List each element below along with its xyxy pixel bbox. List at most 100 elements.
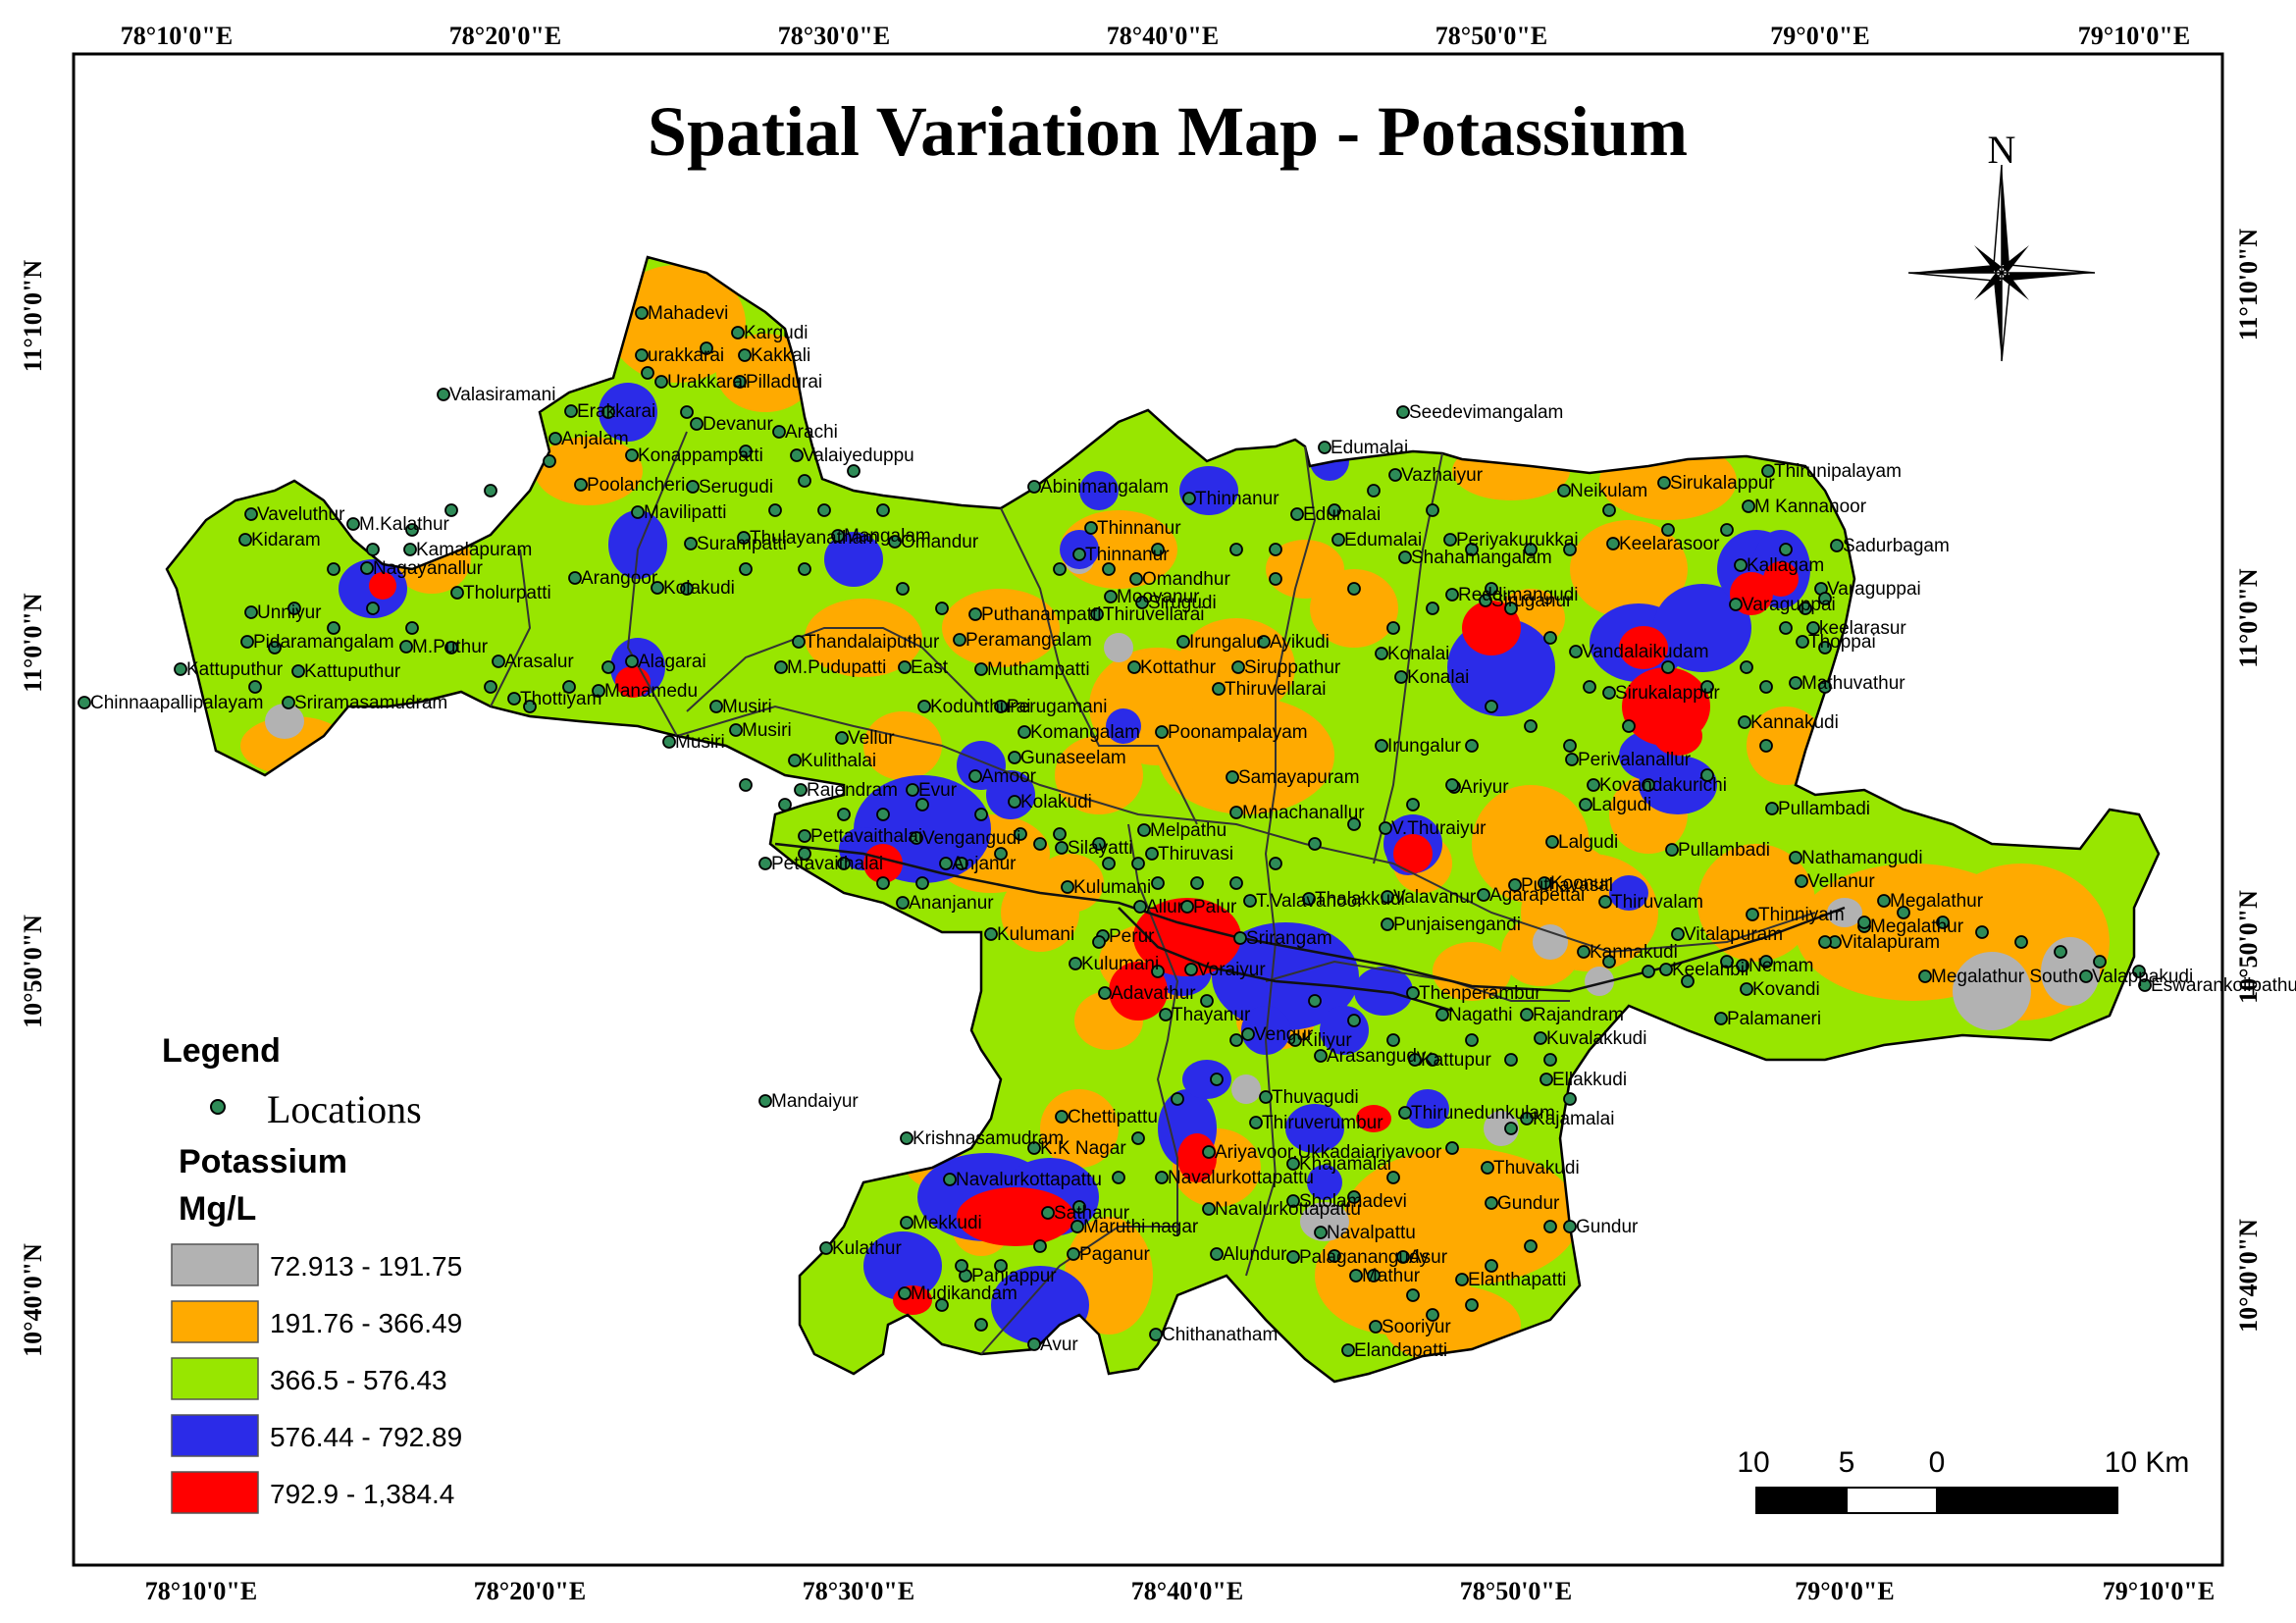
- place-label: Eswarankoilpathu: [2151, 975, 2296, 996]
- place-label: Musiri: [742, 720, 792, 741]
- location-marker: [896, 582, 910, 596]
- location-marker: [700, 341, 713, 355]
- location-marker: [548, 432, 562, 445]
- location-marker: [1485, 1259, 1498, 1273]
- lon-tick-label: 78°50'0"E: [1460, 1577, 1572, 1605]
- place-label: Omandhur: [1142, 569, 1230, 590]
- place-label: Ananjanur: [909, 893, 994, 914]
- place-label: Unniyur: [257, 602, 322, 623]
- place-label: Kuvalakkudi: [1546, 1028, 1646, 1049]
- location-marker: [2132, 965, 2146, 978]
- scale-label: 10 Km: [2105, 1446, 2190, 1479]
- place-label: Sooriyur: [1382, 1317, 1451, 1337]
- location-marker: [1127, 660, 1141, 674]
- location-marker: [366, 602, 380, 615]
- location-marker: [1369, 1320, 1383, 1334]
- place-label: Amoor: [981, 766, 1037, 787]
- place-label: Omandur: [901, 532, 979, 552]
- location-marker: [1180, 900, 1194, 914]
- legend-locations-label: Locations: [267, 1087, 422, 1131]
- location-marker: [1534, 1031, 1547, 1045]
- place-label: T.Valavanoor: [1256, 891, 1364, 912]
- location-marker: [1543, 631, 1557, 645]
- location-marker: [1149, 1328, 1163, 1341]
- location-marker: [1008, 795, 1021, 809]
- location-marker: [739, 445, 753, 458]
- location-marker: [444, 503, 458, 517]
- place-label: Megalathur South: [1931, 967, 2078, 987]
- potassium-zone: [1158, 697, 1334, 814]
- place-label: Puthanampatti: [981, 604, 1102, 625]
- location-marker: [1485, 1196, 1498, 1210]
- place-label: Kattuputhur: [186, 659, 284, 680]
- location-marker: [662, 735, 676, 749]
- location-marker: [1133, 900, 1147, 914]
- location-marker: [1386, 1033, 1400, 1047]
- location-marker: [943, 1173, 957, 1186]
- location-marker: [1543, 1053, 1557, 1067]
- place-label: Tholurpatti: [463, 583, 551, 603]
- place-label: Mekkudi: [913, 1213, 982, 1233]
- place-label: Konalai: [1407, 667, 1469, 688]
- location-marker: [1520, 1112, 1534, 1126]
- location-marker: [1740, 982, 1753, 996]
- place-label: Thandalaiputhur: [805, 632, 940, 653]
- location-marker: [1135, 596, 1149, 609]
- place-label: Megalathur: [1870, 916, 1964, 937]
- location-marker: [794, 783, 808, 797]
- location-marker: [291, 664, 305, 678]
- location-marker: [601, 660, 615, 674]
- location-marker: [1602, 503, 1616, 517]
- potassium-zone: [1653, 584, 1751, 672]
- potassium-zone: [535, 437, 643, 505]
- place-label: Arasangudy: [1327, 1046, 1427, 1067]
- longitude-ticks-top: 78°10'0"E 78°20'0"E 78°30'0"E 78°40'0"E …: [121, 22, 2190, 50]
- location-marker: [1398, 550, 1412, 564]
- location-marker: [1229, 876, 1243, 890]
- place-label: V.Thuraiyur: [1391, 818, 1487, 839]
- location-markers: [78, 306, 2152, 1357]
- location-marker: [444, 641, 458, 654]
- place-label: Srirangam: [1246, 928, 1332, 949]
- place-label: Kannakudi: [1590, 942, 1678, 963]
- location-marker: [778, 798, 792, 812]
- location-marker: [1190, 876, 1204, 890]
- place-label: Rajandram: [1533, 1005, 1624, 1025]
- place-label: East: [911, 657, 949, 678]
- compass-rose-icon: [1907, 164, 2096, 362]
- place-label: Manamedu: [604, 681, 698, 702]
- location-marker: [896, 896, 910, 910]
- location-marker: [680, 405, 694, 419]
- place-label: Thiruvellarai: [1103, 604, 1204, 625]
- potassium-zone: [1106, 708, 1141, 744]
- place-label: keelarasur: [1819, 618, 1906, 639]
- location-marker: [1818, 935, 1832, 949]
- location-marker: [1386, 621, 1400, 635]
- place-label: Thiruvalam: [1611, 892, 1703, 913]
- location-marker: [680, 582, 694, 596]
- potassium-zone: [1609, 875, 1648, 911]
- location-marker: [1445, 1141, 1459, 1155]
- location-marker: [2054, 945, 2067, 959]
- location-marker: [1145, 847, 1159, 861]
- location-marker: [1759, 739, 1773, 753]
- potassium-zone: [986, 770, 1035, 819]
- location-marker: [819, 1241, 833, 1255]
- location-marker: [1622, 719, 1636, 733]
- location-marker: [1129, 572, 1143, 586]
- location-marker: [1151, 543, 1165, 556]
- location-marker: [1233, 931, 1247, 945]
- location-marker: [1226, 770, 1239, 784]
- place-label: Kulathur: [832, 1238, 902, 1259]
- location-marker: [1789, 851, 1802, 864]
- place-label: Edumalai: [1344, 530, 1422, 550]
- place-label: Chithanatham: [1162, 1325, 1278, 1345]
- location-marker: [1818, 641, 1832, 654]
- location-marker: [635, 306, 649, 320]
- place-label: Mathur: [1362, 1266, 1421, 1286]
- location-marker: [915, 798, 929, 812]
- lat-tick-label: 11°10'0"N: [19, 260, 47, 373]
- potassium-zone: [1104, 633, 1133, 662]
- potassium-zone: [1653, 716, 1702, 756]
